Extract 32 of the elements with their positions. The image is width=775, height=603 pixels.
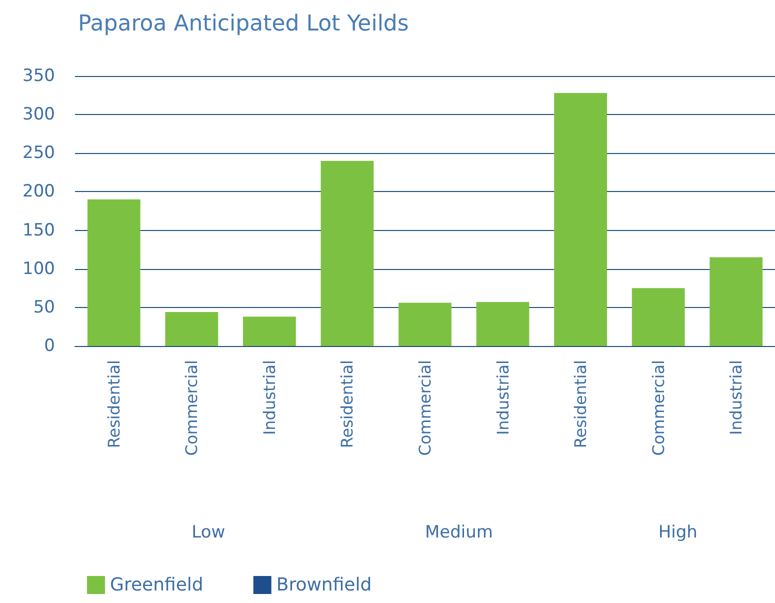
legend-label: Brownfield [276,574,372,596]
bar [632,288,685,346]
x-tick-label: Commercial [182,360,202,456]
y-tick-label: 300 [22,104,55,125]
y-tick-label: 50 [33,297,55,318]
chart-title: Paparoa Anticipated Lot Yeilds [78,12,409,36]
bar [87,199,140,346]
text: Low [192,522,226,542]
x-tick-label: Industrial [493,360,512,436]
bar [165,312,218,346]
text: Medium [424,522,493,542]
text: High [658,522,698,542]
x-tick-label: Industrial [726,360,746,436]
x-tick-label: Residential [338,360,357,448]
legend-label: Greenfield [110,574,204,596]
bar [710,257,763,346]
x-tick-label: Commercial [416,360,434,456]
y-tick-label: 200 [22,182,55,202]
bar [398,302,452,346]
x-tick-label: Residential [571,360,590,448]
x-tick-label: Commercial [648,360,668,456]
y-tick-label: 150 [22,220,55,240]
bar [320,160,374,346]
y-tick-label: 250 [22,143,55,164]
x-tick-label: Residential [104,360,124,448]
x-tick-label: Industrial [260,360,279,436]
y-tick-label: 0 [44,336,55,356]
y-tick-label: 100 [22,258,55,279]
bar [243,316,296,346]
y-tick-label: 350 [22,66,55,86]
bar [476,302,530,346]
bar [554,92,607,346]
